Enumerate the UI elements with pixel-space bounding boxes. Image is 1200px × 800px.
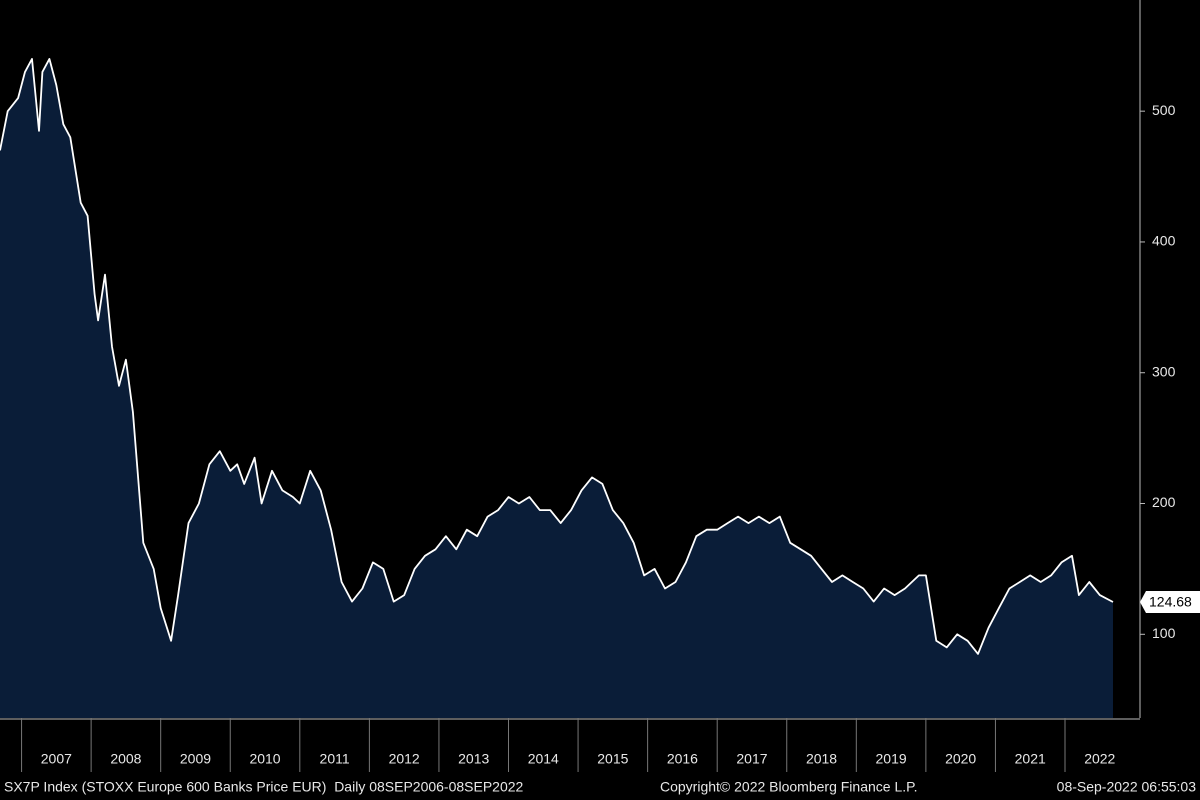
x-tick-label: 2008 (110, 751, 141, 767)
x-tick-label: 2016 (667, 751, 698, 767)
footer-left: SX7P Index (STOXX Europe 600 Banks Price… (4, 779, 524, 795)
price-line (0, 58, 1114, 655)
x-tick-label: 2007 (41, 751, 72, 767)
x-tick-label: 2009 (180, 751, 211, 767)
y-tick-label: 400 (1152, 233, 1176, 249)
x-tick-label: 2019 (876, 751, 907, 767)
x-tick-label: 2015 (597, 751, 628, 767)
y-tick-label: 200 (1152, 494, 1176, 510)
footer-center: Copyright© 2022 Bloomberg Finance L.P. (660, 779, 918, 795)
y-tick-label: 500 (1152, 102, 1176, 118)
x-tick-label: 2020 (945, 751, 976, 767)
x-tick-label: 2012 (389, 751, 420, 767)
x-tick-label: 2014 (528, 751, 559, 767)
footer-right: 08-Sep-2022 06:55:03 (1057, 779, 1197, 795)
y-tick-label: 300 (1152, 363, 1176, 379)
x-tick-label: 2022 (1084, 751, 1115, 767)
last-value-box (1140, 591, 1200, 614)
x-tick-label: 2021 (1015, 751, 1046, 767)
x-tick-label: 2017 (736, 751, 767, 767)
x-tick-label: 2018 (806, 751, 837, 767)
x-tick-label: 2011 (320, 751, 350, 767)
area-fill (0, 58, 1113, 718)
x-tick-label: 2010 (249, 751, 280, 767)
y-tick-label: 100 (1152, 625, 1176, 641)
last-value-label: 124.68 (1149, 594, 1192, 610)
x-tick-label: 2013 (458, 751, 489, 767)
